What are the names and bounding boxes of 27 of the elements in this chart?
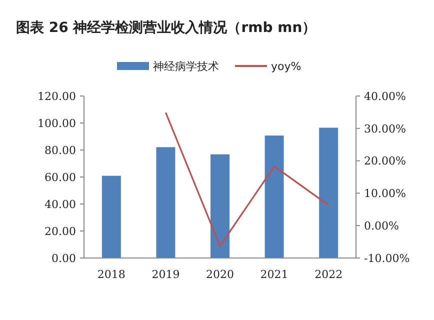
x-tick-label: 2021 [260,268,288,281]
y2-tick-label: -10.00% [364,252,410,265]
legend-label: 神经病学技术 [153,60,219,73]
y-tick-label: 20.00 [44,224,76,238]
legend-label: yoy% [271,60,302,73]
x-tick-label: 2018 [97,268,126,281]
bar [156,147,176,258]
bar [319,128,338,258]
y-tick-label: 60.00 [44,170,76,184]
y2-tick-label: 40.00% [364,90,406,103]
y2-tick-label: 20.00% [364,154,406,168]
bar [102,176,121,258]
y-tick-label: 120.00 [38,90,76,103]
y-tick-label: 40.00 [44,198,76,211]
y2-tick-label: 0.00% [364,219,399,232]
y-tick-label: 80.00 [44,144,76,157]
x-tick-label: 2019 [152,268,180,281]
bar [210,154,230,258]
y-tick-label: 100.00 [38,116,76,130]
x-tick-label: 2020 [206,268,234,281]
line-series [164,112,330,247]
chart-title: 图表 26 神经学检测营业收入情况（rmb mn） [16,19,316,36]
bar [264,136,284,258]
x-tick-label: 2022 [314,268,343,281]
y-tick-label: 0.00 [52,252,76,265]
y2-tick-label: 10.00% [364,187,406,200]
y2-tick-label: 30.00% [364,122,406,136]
